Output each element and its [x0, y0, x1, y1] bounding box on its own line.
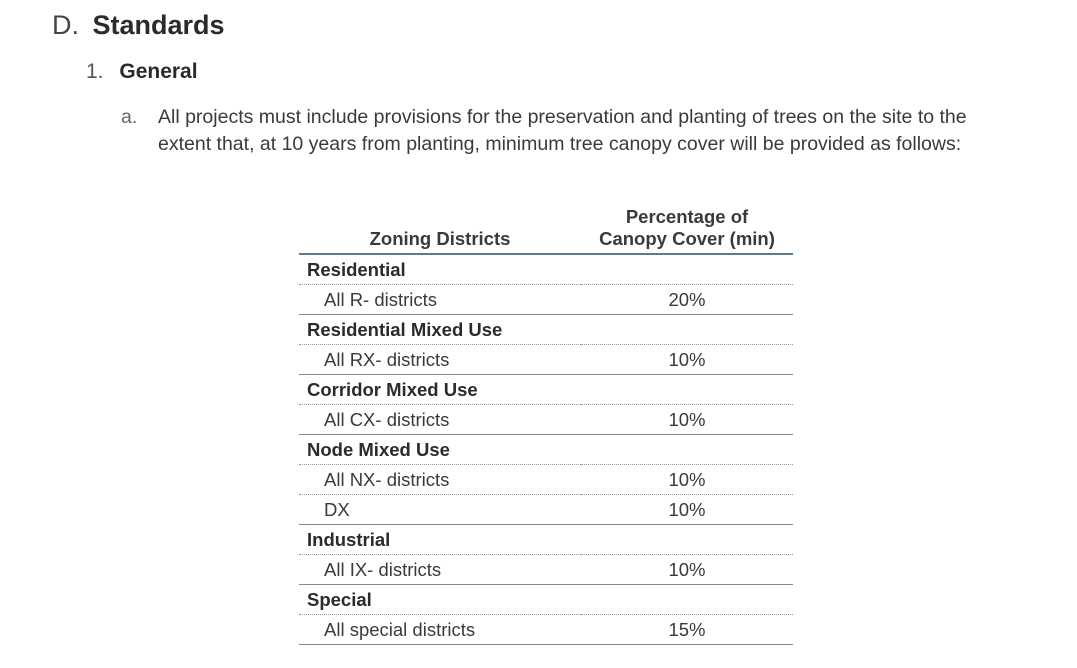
canopy-percentage: 10%: [581, 494, 793, 525]
table-row: All NX- districts 10%: [299, 464, 793, 495]
group-label: Corridor Mixed Use: [299, 374, 793, 405]
group-label: Residential Mixed Use: [299, 314, 793, 345]
section-marker: D.: [52, 10, 79, 40]
table-row: DX 10%: [299, 494, 793, 525]
table-header-row: Zoning Districts Percentage of Canopy Co…: [299, 206, 793, 255]
header-percentage: Percentage of Canopy Cover (min): [581, 206, 793, 255]
subsection-heading: 1. General: [86, 58, 198, 86]
district-name: All IX- districts: [299, 554, 581, 585]
canopy-percentage: 10%: [581, 554, 793, 585]
canopy-percentage: 10%: [581, 404, 793, 435]
paragraph-marker: a.: [121, 106, 138, 128]
header-zoning-label: Zoning Districts: [369, 228, 511, 249]
group-row: Residential: [299, 254, 793, 285]
header-percentage-line1: Percentage of: [625, 206, 749, 227]
subsection-marker: 1.: [86, 60, 104, 83]
group-label: Residential: [299, 254, 793, 285]
canopy-percentage: 10%: [581, 464, 793, 495]
group-label: Industrial: [299, 524, 793, 555]
district-name: All CX- districts: [299, 404, 581, 435]
header-zoning-districts: Zoning Districts: [299, 206, 581, 255]
table-row: All special districts 15%: [299, 614, 793, 645]
district-name: All special districts: [299, 614, 581, 645]
subsection-title: General: [119, 60, 198, 83]
canopy-percentage: 20%: [581, 284, 793, 315]
paragraph-text: All projects must include provisions for…: [158, 106, 967, 155]
header-percentage-line2: Canopy Cover (min): [599, 228, 775, 249]
group-row: Residential Mixed Use: [299, 314, 793, 345]
canopy-cover-table: Zoning Districts Percentage of Canopy Co…: [299, 206, 793, 645]
group-label: Special: [299, 584, 793, 615]
group-row: Corridor Mixed Use: [299, 374, 793, 405]
section-heading: D. Standards: [52, 8, 225, 42]
group-row: Node Mixed Use: [299, 434, 793, 465]
table-row: All IX- districts 10%: [299, 554, 793, 585]
district-name: All R- districts: [299, 284, 581, 315]
section-title: Standards: [92, 10, 225, 40]
canopy-percentage: 10%: [581, 344, 793, 375]
paragraph-a: a. All projects must include provisions …: [121, 104, 1021, 158]
group-row: Industrial: [299, 524, 793, 555]
district-name: All NX- districts: [299, 464, 581, 495]
group-row: Special: [299, 584, 793, 615]
table-row: All CX- districts 10%: [299, 404, 793, 435]
district-name: DX: [299, 494, 581, 525]
table-row: All R- districts 20%: [299, 284, 793, 315]
group-label: Node Mixed Use: [299, 434, 793, 465]
canopy-percentage: 15%: [581, 614, 793, 645]
table-row: All RX- districts 10%: [299, 344, 793, 375]
district-name: All RX- districts: [299, 344, 581, 375]
